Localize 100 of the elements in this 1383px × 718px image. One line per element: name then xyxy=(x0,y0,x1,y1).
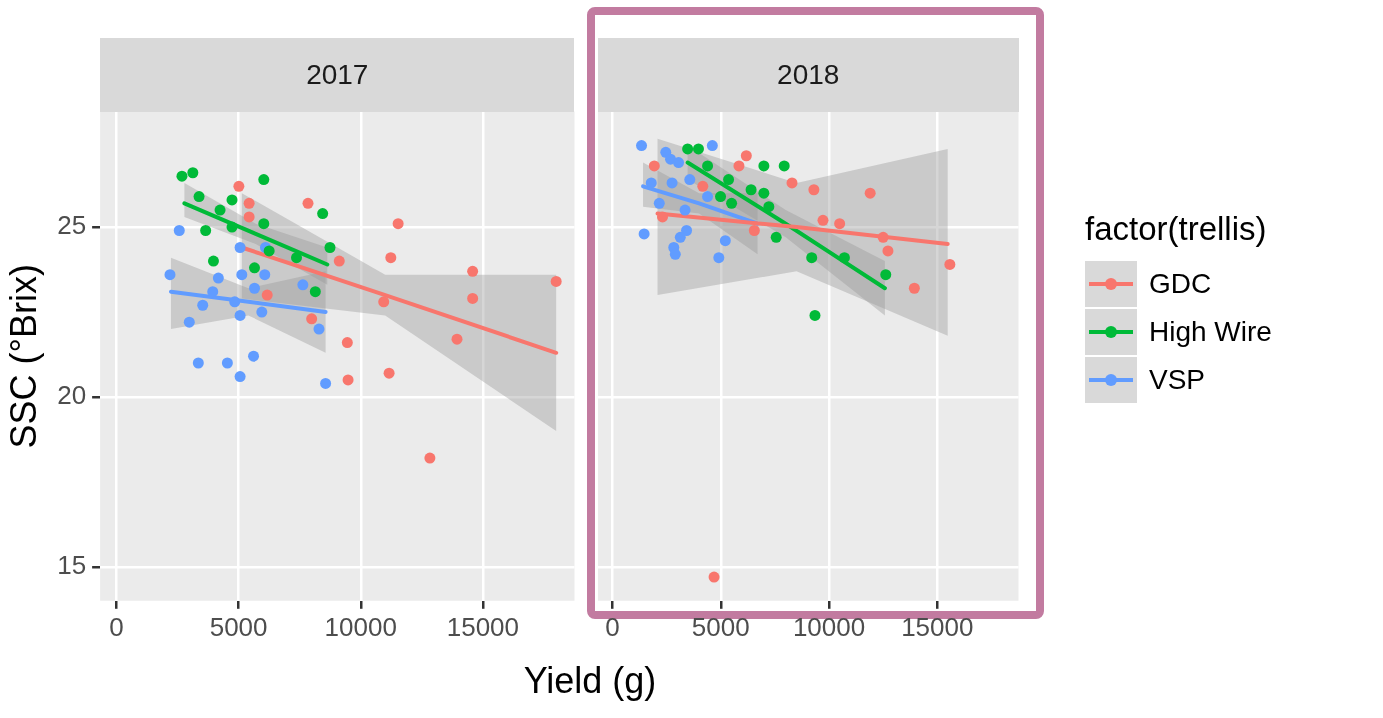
y-tick-label: 25 xyxy=(57,210,87,241)
point xyxy=(808,184,820,196)
x-tick-label: 0 xyxy=(605,611,620,642)
point xyxy=(550,275,562,287)
point xyxy=(187,167,199,179)
point xyxy=(786,177,798,189)
point xyxy=(679,204,691,216)
point xyxy=(702,191,714,203)
x-tick-label: 10000 xyxy=(324,611,397,642)
point xyxy=(653,197,665,209)
point xyxy=(692,143,704,155)
point xyxy=(834,218,846,230)
point xyxy=(233,180,245,192)
point xyxy=(263,245,275,257)
x-tick-label: 5000 xyxy=(209,611,268,642)
point xyxy=(221,357,233,369)
point xyxy=(645,177,657,189)
point xyxy=(309,286,321,298)
point xyxy=(383,367,395,379)
point xyxy=(706,140,718,152)
point xyxy=(657,211,669,223)
point xyxy=(681,225,693,236)
point xyxy=(234,371,246,383)
point xyxy=(341,337,353,349)
legend-label: VSP xyxy=(1149,364,1206,396)
point xyxy=(261,289,273,301)
point xyxy=(719,235,731,247)
point xyxy=(236,269,248,281)
legend-title: factor(trellis) xyxy=(1085,210,1268,248)
point xyxy=(708,571,720,583)
point xyxy=(809,309,821,321)
point xyxy=(234,309,246,321)
y-tick-label: 20 xyxy=(57,380,87,411)
x-tick-label: 15000 xyxy=(446,611,520,642)
point xyxy=(192,357,204,369)
point xyxy=(451,333,463,345)
point xyxy=(674,231,686,243)
point xyxy=(214,204,226,216)
chart-title: 2017 xyxy=(100,38,575,112)
point xyxy=(748,225,760,236)
point xyxy=(207,255,219,267)
point xyxy=(817,214,829,226)
point xyxy=(183,316,195,328)
point xyxy=(763,201,775,213)
point xyxy=(234,241,246,253)
point xyxy=(648,160,660,172)
point xyxy=(385,252,397,264)
point xyxy=(226,194,238,206)
point xyxy=(726,197,738,209)
point xyxy=(877,231,889,243)
point xyxy=(908,282,920,294)
point xyxy=(770,231,782,243)
point xyxy=(684,174,696,186)
point xyxy=(313,323,325,335)
point xyxy=(864,187,876,199)
point xyxy=(467,265,479,277)
point xyxy=(306,313,318,325)
y-axis-title: SSC (°Brix) xyxy=(2,264,44,449)
point xyxy=(342,374,354,386)
point xyxy=(258,174,270,186)
point xyxy=(212,272,224,284)
point xyxy=(733,160,745,172)
point xyxy=(164,269,176,281)
point xyxy=(880,269,892,281)
x-tick-label: 5000 xyxy=(691,611,750,642)
point xyxy=(259,269,271,281)
point xyxy=(666,177,678,189)
point xyxy=(697,180,709,192)
point xyxy=(291,252,303,264)
point xyxy=(758,160,770,172)
chart-title: 2018 xyxy=(598,38,1019,112)
point xyxy=(173,225,185,236)
point xyxy=(882,245,894,257)
point xyxy=(333,255,345,267)
legend-label: High Wire xyxy=(1149,316,1272,348)
point xyxy=(258,218,270,230)
point xyxy=(378,296,390,308)
legend-label: GDC xyxy=(1149,268,1212,300)
point xyxy=(297,279,309,291)
point xyxy=(673,157,685,169)
point xyxy=(723,174,735,186)
point xyxy=(806,252,818,264)
point xyxy=(838,252,850,264)
point xyxy=(713,252,725,264)
point xyxy=(302,197,314,209)
point xyxy=(229,296,241,308)
point xyxy=(243,197,255,209)
point xyxy=(193,191,205,203)
point xyxy=(249,262,260,274)
point xyxy=(944,258,956,270)
point xyxy=(200,225,212,236)
x-tick-label: 0 xyxy=(109,611,124,642)
point xyxy=(638,228,650,240)
point xyxy=(758,187,770,199)
point xyxy=(745,184,757,196)
point xyxy=(320,377,332,389)
point xyxy=(176,170,188,182)
point xyxy=(424,452,436,464)
point xyxy=(249,282,260,294)
point xyxy=(248,350,260,362)
